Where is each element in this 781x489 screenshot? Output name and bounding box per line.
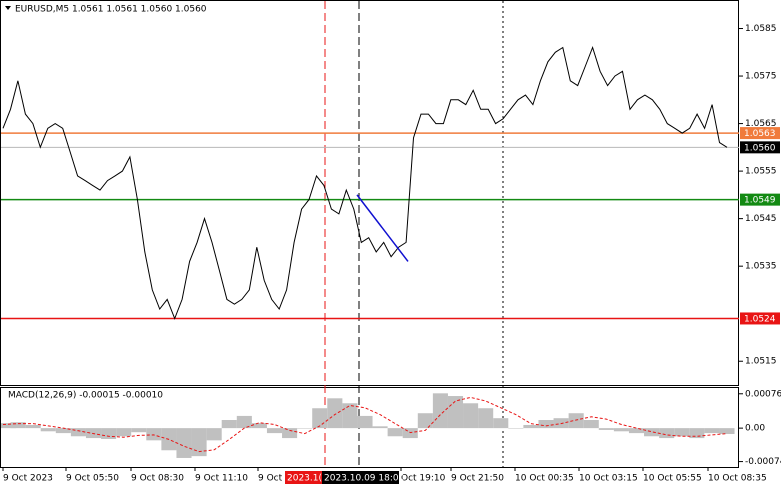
macd-title: MACD(12,26,9) -0.00015 -0.00010: [8, 391, 163, 401]
level-label-box: [740, 141, 780, 154]
macd-bar: [493, 418, 509, 429]
macd-bar: [387, 428, 403, 437]
vline-label-box: [285, 471, 327, 484]
y-tick-label: 1.0585: [745, 24, 777, 34]
macd-bar: [583, 419, 599, 429]
macd-bar: [613, 428, 629, 432]
level-label-box: [740, 193, 780, 206]
macd-bar: [463, 403, 479, 429]
macd-bar: [25, 424, 41, 429]
macd-bar: [478, 408, 494, 429]
macd-bar: [674, 428, 690, 437]
macd-bar: [342, 403, 358, 429]
macd-bar: [101, 428, 117, 439]
macd-bar: [1, 423, 17, 429]
level-label-box: [740, 127, 780, 140]
macd-bar: [628, 428, 645, 434]
macd-bar: [689, 428, 705, 439]
y-tick-label: 1.0535: [745, 262, 777, 272]
macd-bar: [282, 428, 298, 439]
macd-bar: [508, 428, 524, 429]
x-tick-label: 9 Oct 2023: [3, 474, 53, 484]
trendline: [356, 194, 409, 262]
macd-bar: [719, 428, 735, 435]
macd-bar: [206, 428, 222, 441]
y-tick-label: -0.00074: [745, 457, 781, 467]
chart-title: EURUSD,M5 1.0561 1.0561 1.0560 1.0560: [15, 5, 207, 15]
macd-bar: [10, 422, 26, 429]
macd-bar: [372, 426, 388, 429]
macd-bar: [221, 419, 237, 429]
vline-label: 2023.10.09 18:00: [324, 474, 405, 484]
macd-bar: [432, 393, 448, 429]
y-tick-label: 0.00: [745, 424, 765, 434]
price-line: [2, 45, 728, 320]
macd-bar: [55, 428, 71, 434]
macd-bar: [266, 428, 283, 434]
x-tick-label: 9 Oct 11:10: [195, 474, 248, 484]
macd-bar: [146, 428, 162, 441]
y-tick-label: 1.0565: [745, 119, 777, 129]
macd-bar: [312, 408, 328, 429]
y-tick-label: 0.00076: [745, 389, 781, 399]
macd-bar: [357, 415, 373, 429]
x-tick-label: 9 Oct 1: [258, 474, 291, 484]
y-tick-label: 1.0575: [745, 72, 777, 82]
x-tick-label: Oct 19:10: [401, 474, 446, 484]
x-tick-label: 10 Oct 03:15: [579, 474, 638, 484]
macd-bar: [236, 415, 252, 429]
macd-bar: [538, 419, 554, 429]
macd-bar: [191, 428, 207, 457]
level-label: 1.0549: [744, 196, 776, 206]
level-label: 1.0563: [744, 129, 776, 139]
level-label-box: [740, 312, 780, 325]
macd-bar: [568, 413, 584, 429]
x-tick-label: 10 Oct 00:35: [515, 474, 574, 484]
macd-bar: [70, 428, 86, 437]
y-tick-label: 1.0515: [745, 357, 777, 367]
x-tick-label: 9 Oct 08:30: [131, 474, 184, 484]
y-tick-label: 1.0555: [745, 167, 777, 177]
level-label: 1.0524: [744, 314, 776, 324]
signal-line: [2, 396, 728, 453]
macd-bar: [251, 423, 267, 429]
level-label: 1.0560: [744, 143, 776, 153]
macd-bar: [131, 428, 147, 433]
main-frame: [0, 0, 739, 386]
macd-bar: [40, 428, 56, 432]
macd-bar: [523, 424, 539, 429]
y-tick-label: 1.0545: [745, 214, 777, 224]
macd-bar: [644, 428, 660, 437]
x-tick-label: 9 Oct 21:50: [451, 474, 504, 484]
macd-bar: [417, 413, 433, 429]
macd-bar: [598, 428, 614, 430]
macd-bar: [447, 396, 464, 429]
macd-bar: [297, 428, 313, 429]
macd-bar: [327, 398, 343, 429]
macd-bar: [116, 428, 132, 437]
x-tick-label: 9 Oct 05:50: [66, 474, 119, 484]
x-tick-label: 10 Oct 08:35: [708, 474, 767, 484]
macd-bar: [659, 428, 675, 439]
macd-bar: [704, 428, 720, 434]
vline-label-box: [322, 471, 399, 484]
vline-label: 2023.1(: [287, 474, 322, 484]
x-tick-label: 10 Oct 05:55: [643, 474, 702, 484]
menu-arrow: [5, 6, 11, 10]
macd-bar: [176, 428, 192, 458]
